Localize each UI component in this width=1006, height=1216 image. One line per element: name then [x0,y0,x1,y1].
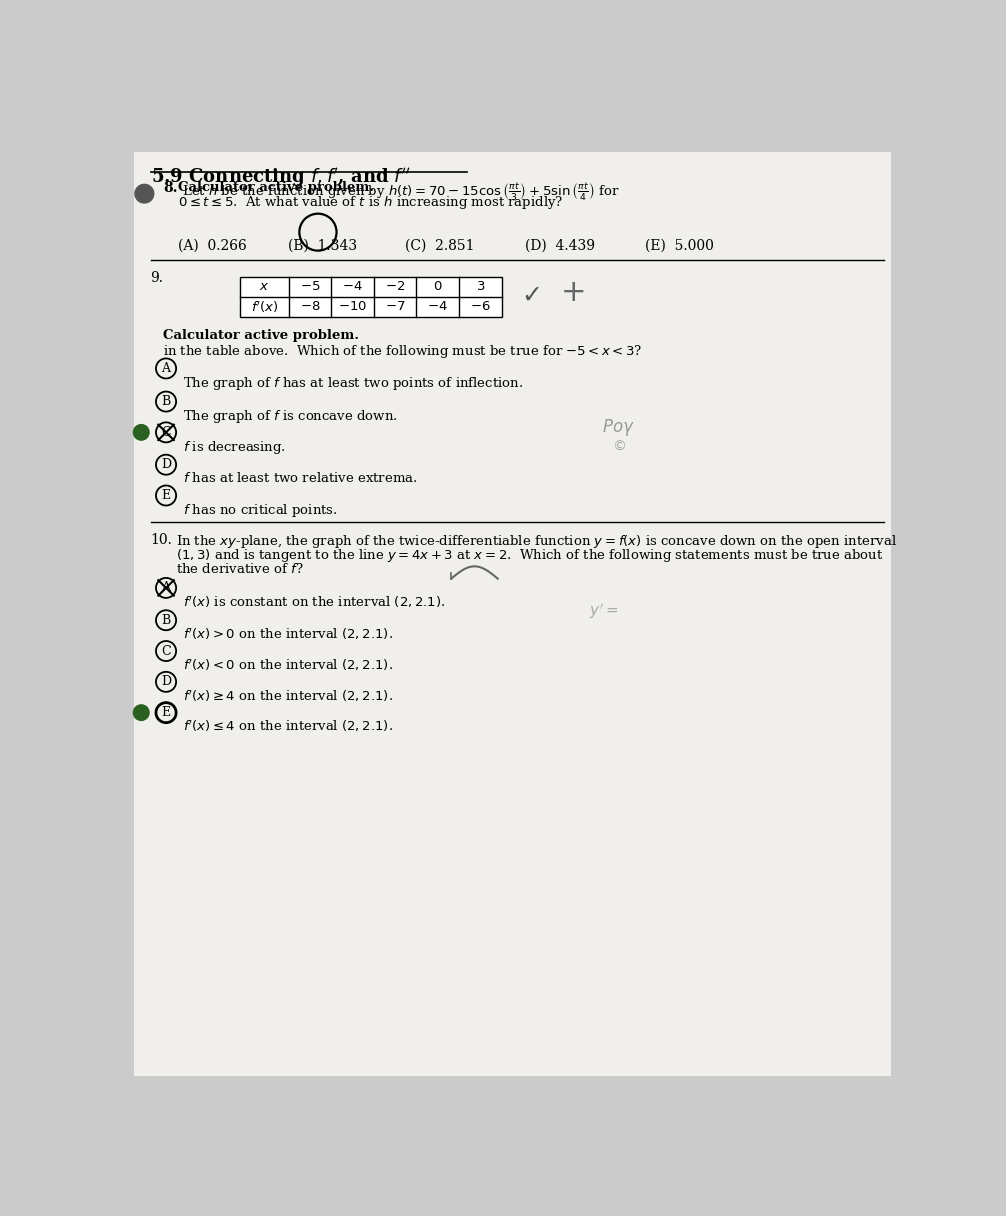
Text: C: C [161,426,171,439]
Text: The graph of $f$ has at least two points of inflection.: The graph of $f$ has at least two points… [183,375,523,392]
Text: $\checkmark$: $\checkmark$ [521,283,539,306]
Text: $-10$: $-10$ [338,300,367,314]
Text: $f'(x) < 0$ on the interval $(2, 2.1)$.: $f'(x) < 0$ on the interval $(2, 2.1)$. [183,657,393,672]
Text: $f$ has at least two relative extrema.: $f$ has at least two relative extrema. [183,471,417,485]
Text: (E)  5.000: (E) 5.000 [645,238,714,253]
Text: $+$: $+$ [559,278,584,308]
Circle shape [133,704,150,721]
Text: $(1, 3)$ and is tangent to the line $y = 4x + 3$ at $x = 2$.  Which of the follo: $(1, 3)$ and is tangent to the line $y =… [176,547,883,564]
Text: B: B [161,614,171,626]
Text: 8.: 8. [163,181,177,196]
Text: $f'(x)$: $f'(x)$ [250,299,279,315]
Text: $y' =$: $y' =$ [590,602,619,621]
Text: (C)  2.851: (C) 2.851 [404,238,474,253]
Text: D: D [161,458,171,472]
Text: D: D [161,675,171,688]
Text: Let $h$ be the function given by $h(t) = 70 - 15\cos\left(\frac{\pi t}{3}\right): Let $h$ be the function given by $h(t) =… [178,181,621,202]
Text: $f$ is decreasing.: $f$ is decreasing. [183,439,286,456]
Text: 10.: 10. [151,534,172,547]
Text: $f'(x)$ is constant on the interval $(2, 2.1)$.: $f'(x)$ is constant on the interval $(2,… [183,595,446,609]
Text: (B)  1.343: (B) 1.343 [289,238,357,253]
Text: B: B [161,395,171,409]
Text: Calculator active problem.: Calculator active problem. [178,181,374,195]
Text: $-4$: $-4$ [342,281,363,293]
Text: $-6$: $-6$ [470,300,491,314]
Text: $f$ has no critical points.: $f$ has no critical points. [183,502,338,519]
Text: $\copyright$: $\copyright$ [613,439,627,452]
Text: $-7$: $-7$ [385,300,405,314]
Text: A: A [162,362,171,375]
Text: $-8$: $-8$ [300,300,320,314]
Text: Calculator active problem.: Calculator active problem. [163,330,359,342]
Text: E: E [162,706,171,719]
Text: In the $xy$-plane, the graph of the twice-differentiable function $y = f(x)$ is : In the $xy$-plane, the graph of the twic… [176,534,897,550]
Text: $Po\gamma$: $Po\gamma$ [603,417,635,438]
Circle shape [133,424,150,441]
Text: $f'(x) > 0$ on the interval $(2, 2.1)$.: $f'(x) > 0$ on the interval $(2, 2.1)$. [183,626,393,642]
Circle shape [134,184,155,203]
Text: E: E [162,489,171,502]
Text: $0$: $0$ [433,281,443,293]
Text: in the table above.  Which of the following must be true for $-5 < x < 3$?: in the table above. Which of the followi… [163,343,643,360]
Text: (A)  0.266: (A) 0.266 [178,238,247,253]
Text: the derivative of $f$?: the derivative of $f$? [176,562,304,575]
Text: $-5$: $-5$ [300,281,320,293]
Text: $x$: $x$ [260,281,270,293]
Text: $3$: $3$ [476,281,485,293]
Text: (D)  4.439: (D) 4.439 [525,238,595,253]
Text: C: C [161,644,171,658]
Text: $-2$: $-2$ [385,281,405,293]
Text: $f'(x) \geq 4$ on the interval $(2, 2.1)$.: $f'(x) \geq 4$ on the interval $(2, 2.1)… [183,688,393,704]
Text: $f'(x) \leq 4$ on the interval $(2, 2.1)$.: $f'(x) \leq 4$ on the interval $(2, 2.1)… [183,719,393,734]
Text: $0 \leq t \leq 5$.  At what value of $t$ is $h$ increasing most rapidly?: $0 \leq t \leq 5$. At what value of $t$ … [178,193,563,210]
Text: $-4$: $-4$ [428,300,448,314]
Text: 5.9 Connecting $f, f'$, and $f''$: 5.9 Connecting $f, f'$, and $f''$ [151,165,410,188]
Bar [240,277,502,317]
Text: The graph of $f$ is concave down.: The graph of $f$ is concave down. [183,407,397,424]
Text: A: A [162,581,171,595]
Text: 9.: 9. [151,271,164,285]
